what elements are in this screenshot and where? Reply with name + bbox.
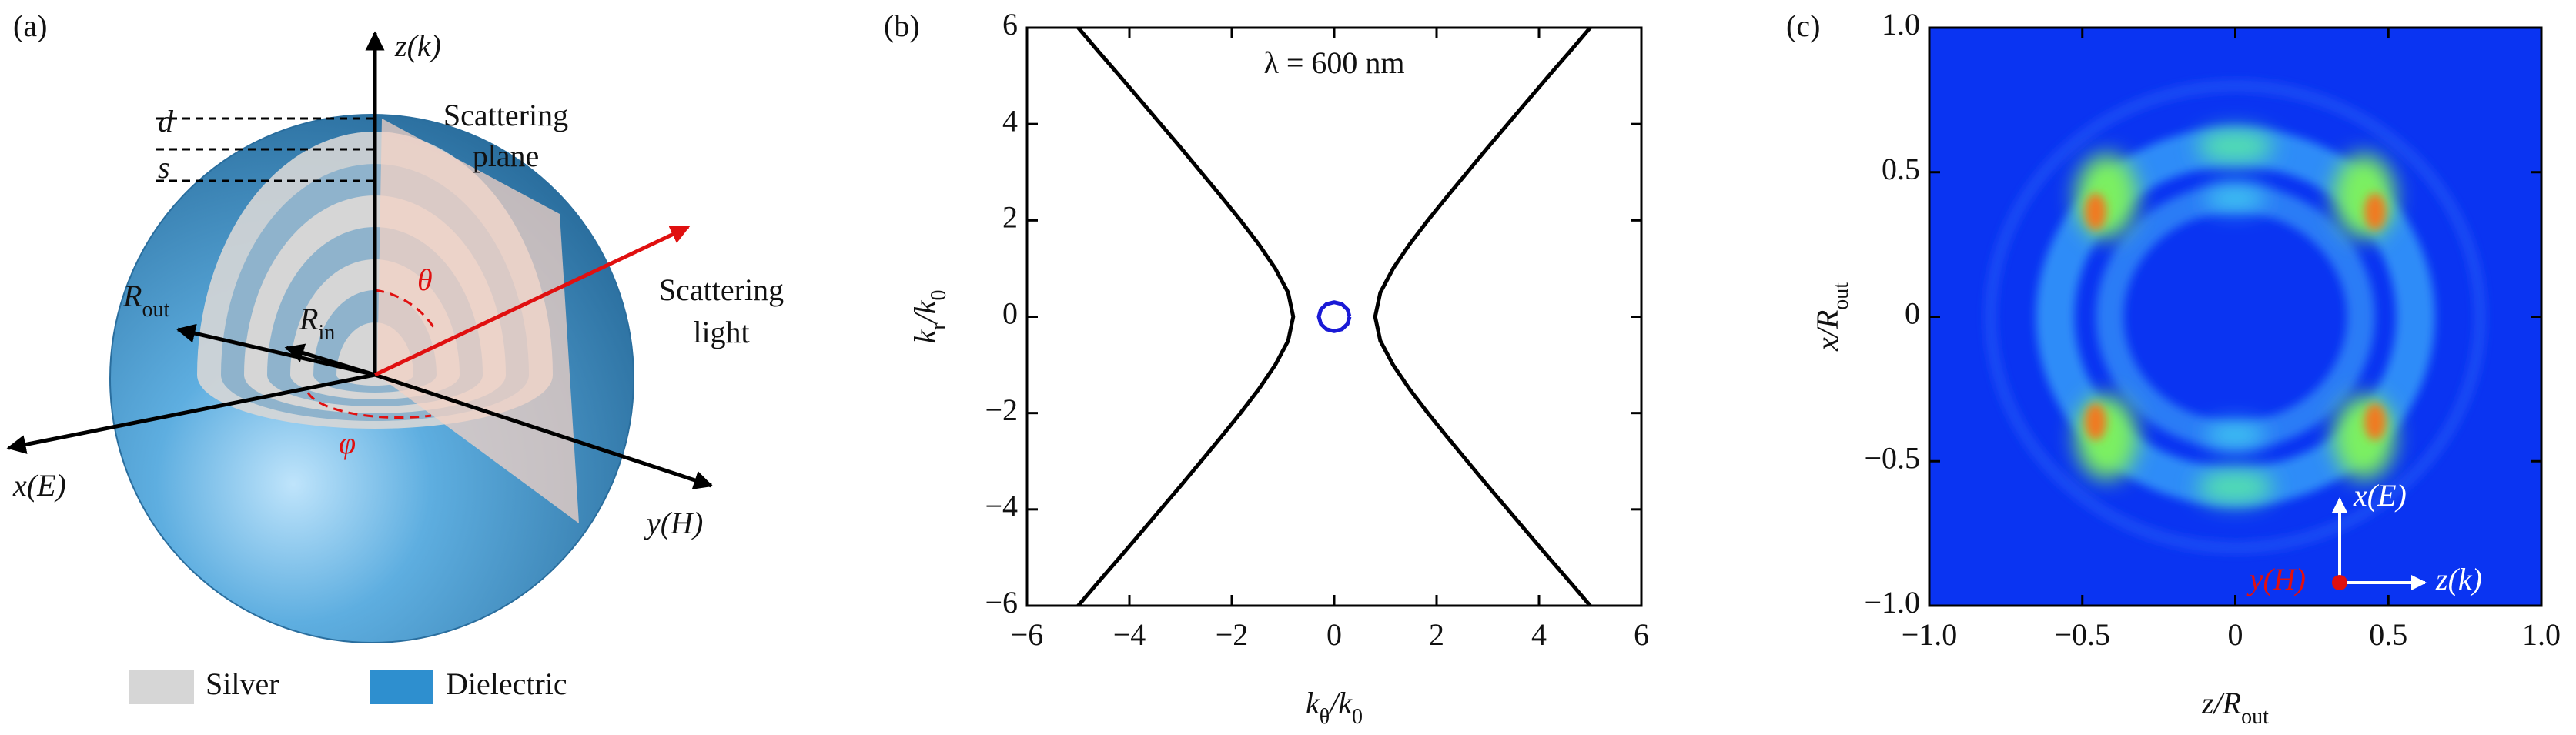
- z-axis-label: z(k): [394, 28, 441, 63]
- d-label: d: [158, 104, 174, 139]
- y-tick-label: 0.5: [1882, 152, 1920, 186]
- plot-frame: [1025, 26, 1643, 607]
- inset-label: y(H): [2246, 562, 2306, 596]
- r-out-label: Rout: [122, 279, 169, 322]
- curve: [1316, 300, 1352, 333]
- y-axis-label-part: r: [927, 322, 951, 330]
- y-axis-label-part: x/R: [1810, 310, 1845, 352]
- y-tick-label: −4: [985, 489, 1018, 523]
- x-axis-label: kθ/k0: [1306, 686, 1363, 729]
- light-label: light: [693, 315, 749, 349]
- r-out-sub: out: [142, 298, 169, 322]
- y-tick-label: 6: [1002, 7, 1018, 42]
- y-tick-label: 0: [1002, 296, 1018, 331]
- x-tick-label: 1.0: [2522, 617, 2561, 652]
- r-in-base: R: [299, 302, 318, 336]
- scattering-arrow: [373, 225, 691, 377]
- curve: [1373, 28, 1592, 606]
- y-tick-label: −2: [985, 393, 1018, 427]
- x-axis-label-part: θ: [1320, 705, 1330, 729]
- x-tick-label: −6: [1011, 617, 1044, 652]
- r-out-base: R: [122, 279, 142, 313]
- x-tick-label: 4: [1531, 617, 1547, 652]
- x-tick-label: 6: [1634, 617, 1649, 652]
- x-axis-label: x(E): [12, 468, 66, 503]
- y-tick-label: 4: [1002, 103, 1018, 138]
- phi-label: φ: [339, 426, 356, 460]
- x-axis-label-part: 0: [1352, 705, 1363, 729]
- axes-arrows: [6, 31, 714, 489]
- x-tick-label: −1.0: [1902, 617, 1958, 652]
- x-axis-label-part: /k: [1328, 686, 1353, 720]
- y-axis-label-part: out: [1829, 282, 1853, 310]
- dashed-lines: [156, 117, 377, 182]
- x-tick-label: 0: [2228, 617, 2243, 652]
- y-tick-label: −0.5: [1864, 440, 1920, 475]
- heatmap: [1929, 28, 2541, 606]
- x-tick-label: 2: [1429, 617, 1444, 652]
- panel-label: (c): [1786, 8, 1820, 43]
- plot-area: [1076, 28, 1592, 606]
- r-in-sub: in: [318, 321, 335, 345]
- x-tick-label: −0.5: [2054, 617, 2110, 652]
- y-axis-label-part: /k: [908, 299, 942, 324]
- legend-swatch: [370, 670, 433, 704]
- plane-label: plane: [473, 139, 540, 173]
- x-tick-label: −2: [1216, 617, 1249, 652]
- y-tick-label: 0: [1905, 296, 1920, 331]
- y-axis-label-part: 0: [927, 290, 951, 301]
- x-tick-label: −4: [1113, 617, 1146, 652]
- s-label: s: [158, 150, 170, 185]
- y-tick-label: 1.0: [1882, 7, 1920, 42]
- r-in-label: Rin: [299, 302, 335, 345]
- y-axis-label: x/Rout: [1810, 282, 1853, 352]
- y-axis-label-part: k: [908, 329, 942, 343]
- panel-a: (a): [6, 8, 784, 704]
- x-tick-label: 0.5: [2369, 617, 2407, 652]
- y-axis-label: y(H): [644, 506, 703, 540]
- panel-label: (a): [13, 8, 47, 43]
- theta-label: θ: [417, 262, 433, 297]
- inset-label: z(k): [2435, 562, 2482, 596]
- angle-arcs: [306, 289, 437, 419]
- annotation: λ = 600 nm: [1263, 45, 1404, 80]
- legend-label: Dielectric: [446, 667, 567, 701]
- y-axis-label: kr/k0: [908, 290, 951, 344]
- y-tick-label: −1.0: [1864, 585, 1920, 620]
- x-axis-label-part: z/R: [2201, 686, 2241, 720]
- plane-label: Scattering: [443, 98, 568, 132]
- curve: [1076, 28, 1296, 606]
- inset-label: x(E): [2353, 478, 2407, 513]
- y-tick-label: −6: [985, 585, 1018, 620]
- panel-label: (b): [884, 8, 920, 43]
- x-axis-label-part: k: [1306, 686, 1320, 720]
- y-tick-label: 2: [1002, 200, 1018, 235]
- x-axis-label-part: out: [2241, 705, 2269, 729]
- legend-label: Silver: [206, 667, 279, 701]
- light-label: Scattering: [659, 272, 784, 307]
- x-tick-label: 0: [1326, 617, 1342, 652]
- scattering-plane: [377, 119, 579, 523]
- legend-swatch: [129, 670, 194, 704]
- x-axis-label: z/Rout: [2201, 686, 2269, 729]
